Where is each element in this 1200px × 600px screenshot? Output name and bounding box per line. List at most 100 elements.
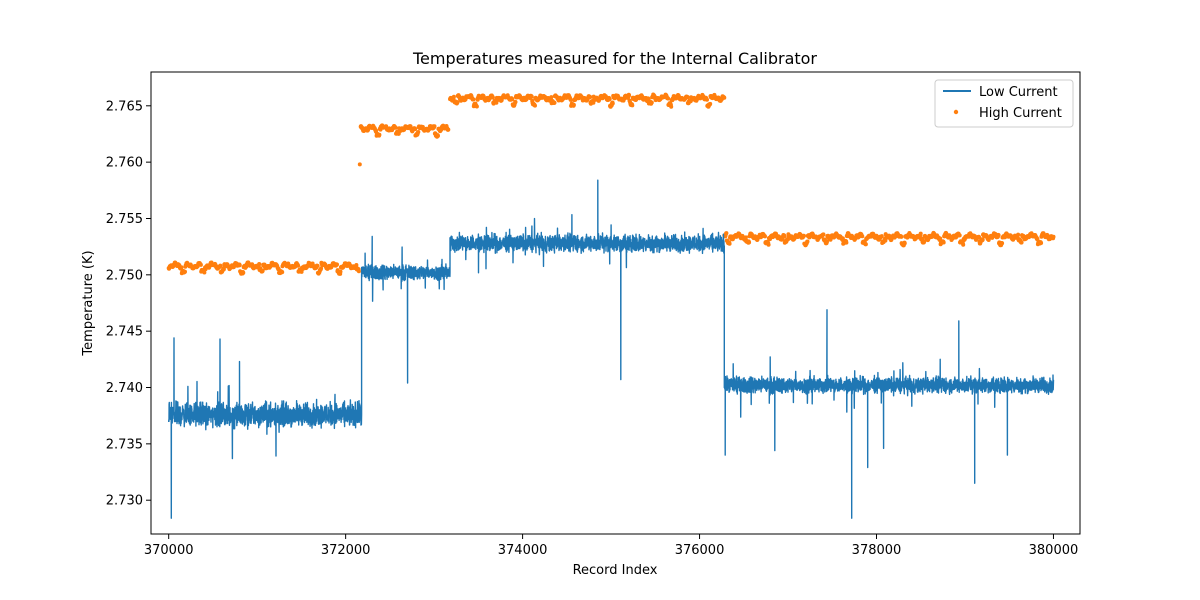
- high-current-point: [296, 263, 301, 268]
- high-current-point: [436, 133, 440, 138]
- high-current-point: [335, 262, 339, 267]
- high-current-point: [669, 104, 674, 109]
- high-current-point: [510, 97, 515, 102]
- high-current-point: [393, 125, 398, 130]
- high-current-point: [1016, 232, 1021, 237]
- high-current-point: [374, 128, 379, 133]
- high-current-point: [722, 95, 727, 100]
- high-current-point: [918, 231, 923, 236]
- low-current-series: [168, 179, 1055, 519]
- high-current-point: [455, 100, 460, 105]
- high-current-series: [166, 92, 1056, 276]
- high-current-point: [432, 124, 437, 129]
- y-tick-label: 2.755: [106, 212, 143, 227]
- x-tick-label: 372000: [321, 543, 371, 558]
- high-current-point: [338, 269, 343, 274]
- high-current-point: [802, 233, 806, 238]
- high-current-point: [568, 97, 573, 102]
- y-tick-label: 2.735: [106, 437, 143, 452]
- high-current-point: [354, 263, 359, 267]
- high-current-point: [705, 97, 709, 102]
- high-current-point: [743, 235, 748, 240]
- high-current-point: [179, 265, 184, 270]
- high-current-point: [1000, 241, 1005, 246]
- x-tick-label: 374000: [498, 543, 548, 558]
- high-current-point: [766, 242, 771, 247]
- y-tick-label: 2.760: [106, 156, 143, 171]
- high-current-point: [588, 95, 593, 100]
- legend-marker-high: [953, 109, 959, 115]
- x-tick-label: 378000: [852, 543, 902, 558]
- high-current-point: [727, 241, 732, 246]
- high-current-point: [980, 237, 985, 242]
- high-current-point: [1019, 240, 1024, 245]
- high-current-point: [471, 97, 476, 102]
- high-current-point: [280, 270, 285, 275]
- high-current-point: [241, 270, 246, 275]
- legend: Low Current High Current: [934, 79, 1074, 128]
- x-tick-label: 380000: [1029, 543, 1079, 558]
- high-current-point: [357, 162, 362, 167]
- high-current-point: [627, 93, 632, 98]
- high-current-point: [879, 234, 884, 239]
- high-current-point: [805, 239, 810, 244]
- high-current-point: [666, 96, 671, 101]
- high-current-point: [198, 262, 203, 267]
- plot-frame: [150, 71, 1081, 535]
- high-current-point: [961, 242, 966, 247]
- chart-title: Temperatures measured for the Internal C…: [412, 49, 817, 68]
- high-current-point: [490, 95, 495, 100]
- high-current-point: [446, 127, 451, 132]
- high-current-point: [763, 234, 767, 239]
- y-tick-label: 2.750: [106, 268, 143, 283]
- high-current-point: [607, 97, 612, 101]
- high-current-point: [941, 240, 946, 245]
- high-current-point: [685, 95, 690, 99]
- high-current-point: [221, 267, 226, 272]
- high-current-point: [649, 100, 654, 105]
- high-current-point: [533, 103, 537, 108]
- high-current-point: [863, 242, 868, 247]
- high-current-point: [218, 263, 223, 268]
- high-current-point: [299, 269, 304, 274]
- y-tick-label: 2.745: [106, 325, 143, 340]
- y-tick-label: 2.730: [106, 494, 143, 509]
- high-current-point: [529, 94, 534, 99]
- high-current-point: [451, 94, 456, 99]
- high-current-point: [821, 232, 826, 237]
- high-current-point: [237, 263, 242, 268]
- high-current-point: [1051, 234, 1056, 239]
- high-current-point: [747, 240, 752, 245]
- high-current-point: [630, 103, 635, 108]
- low-current-line: [168, 179, 1055, 519]
- high-current-point: [356, 269, 361, 274]
- high-current-point: [571, 102, 576, 107]
- high-current-point: [257, 262, 262, 266]
- high-current-point: [844, 240, 849, 245]
- high-current-point: [883, 238, 888, 243]
- high-current-point: [1039, 241, 1044, 245]
- x-tick-label: 370000: [144, 543, 194, 558]
- x-axis: 370000 372000 374000 376000 378000 380000: [144, 534, 1078, 558]
- y-axis-label: Temperature (K): [81, 250, 96, 356]
- high-current-point: [922, 239, 927, 244]
- high-current-point: [957, 233, 962, 238]
- y-axis: 2.730 2.735 2.740 2.745 2.750 2.755 2.760 2.765: [106, 99, 151, 509]
- high-current-point: [782, 234, 787, 239]
- high-current-point: [260, 268, 265, 273]
- high-current-point: [552, 100, 557, 105]
- high-current-point: [938, 236, 943, 241]
- high-current-point: [416, 130, 421, 134]
- high-current-point: [899, 234, 904, 239]
- legend-label-low: Low Current: [979, 85, 1058, 100]
- high-current-point: [413, 127, 418, 132]
- x-tick-label: 376000: [675, 543, 725, 558]
- high-current-point: [315, 263, 320, 268]
- high-current-point: [319, 266, 324, 271]
- legend-label-high: High Current: [979, 106, 1062, 121]
- high-current-point: [860, 234, 865, 239]
- high-current-point: [902, 241, 907, 246]
- high-current-point: [724, 231, 729, 236]
- x-axis-label: Record Index: [573, 563, 658, 578]
